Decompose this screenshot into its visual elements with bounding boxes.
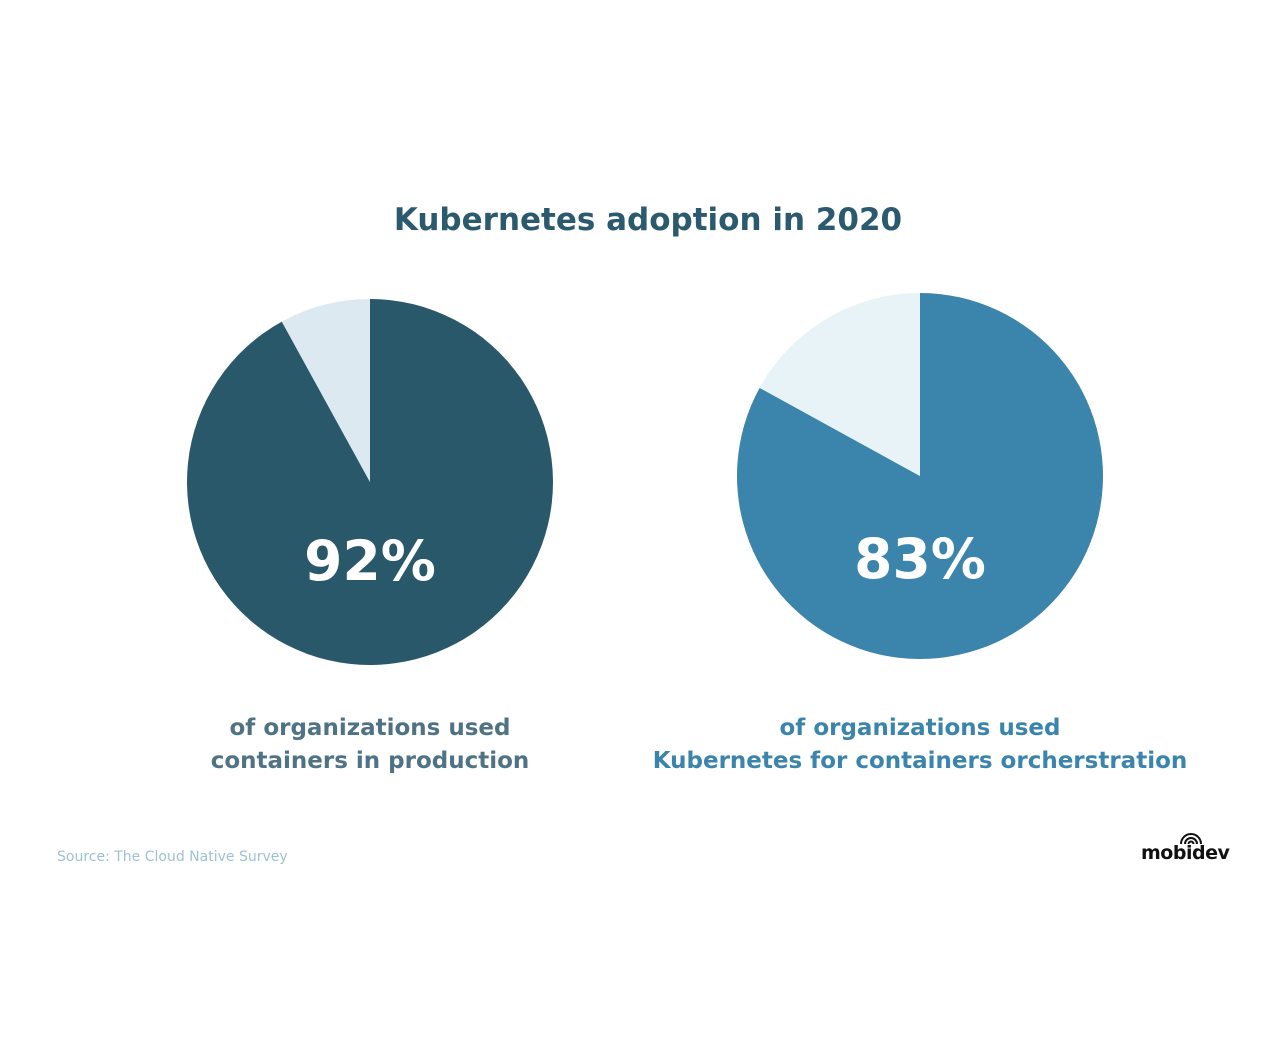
chart-title: Kubernetes adoption in 2020 bbox=[393, 202, 903, 238]
pie-caption-containers: of organizations used containers in prod… bbox=[170, 712, 570, 778]
pie-slice-rest bbox=[759, 293, 920, 476]
logo-text: mobidev bbox=[1141, 842, 1230, 864]
caption-line: of organizations used bbox=[779, 715, 1061, 741]
caption-line: Kubernetes for containers orcherstration bbox=[652, 748, 1188, 774]
pie-slice-rest bbox=[281, 299, 370, 482]
pie-chart-containers: 92% bbox=[186, 299, 553, 665]
caption-line: containers in production bbox=[210, 748, 530, 774]
pie-caption-kubernetes: of organizations used Kubernetes for con… bbox=[640, 712, 1200, 778]
wifi-arcs-icon bbox=[1180, 833, 1202, 845]
caption-line: of organizations used bbox=[229, 715, 511, 741]
mobidev-logo: mobidev bbox=[1141, 832, 1241, 866]
pie-data-label: 83% bbox=[854, 527, 986, 591]
source-note: Source: The Cloud Native Survey bbox=[57, 849, 288, 865]
pie-data-label: 92% bbox=[304, 529, 436, 593]
pie-slice-main bbox=[186, 299, 553, 665]
pie-chart-kubernetes: 83% bbox=[736, 293, 1103, 659]
